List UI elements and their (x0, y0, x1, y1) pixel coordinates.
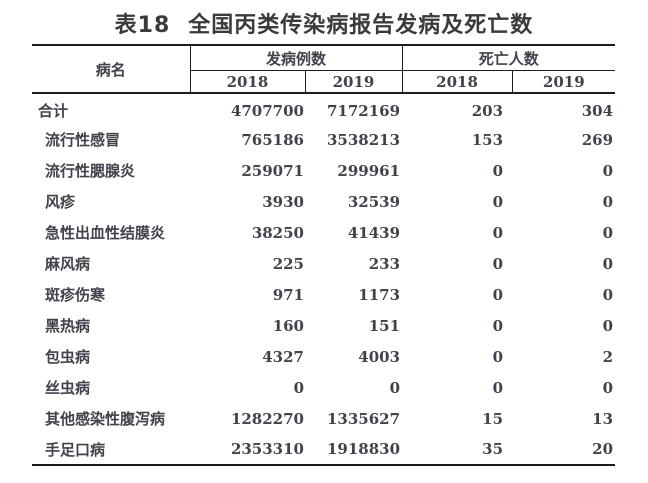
table-row: 合计 4707700 7172169 203 304 (32, 93, 615, 124)
value-cell: 269 (581, 130, 614, 149)
value-cell: 0 (492, 285, 504, 304)
value-cell: 35 (482, 440, 504, 458)
value-cell: 0 (492, 223, 504, 242)
value-cell: 0 (602, 378, 614, 397)
table-header: 病名 发病例数 死亡人数 2018 2019 2018 2019 (32, 45, 616, 93)
disease-name: 麻风病 (45, 255, 91, 273)
value-cell: 1918830 (326, 440, 401, 458)
value-cell: 233 (368, 254, 401, 273)
table-row: 斑疹伤寒 971 1173 0 0 (32, 279, 615, 310)
disease-stats-table: 病名 发病例数 死亡人数 2018 2019 2018 2019 合计 4707… (32, 44, 616, 466)
value-cell: 1282270 (230, 409, 304, 428)
header-year-row: 2018 2019 2018 2019 (32, 70, 615, 93)
disease-name: 包虫病 (45, 348, 91, 366)
table-row: 手足口病 2353310 1918830 35 20 (32, 434, 615, 465)
table-title: 表18 全国丙类传染病报告发病及死亡数 (0, 7, 648, 39)
disease-name: 丝虫病 (45, 379, 91, 397)
table-row: 其他感染性腹泻病 1282270 1335627 15 13 (32, 403, 615, 434)
value-cell: 225 (272, 254, 304, 273)
value-cell: 0 (389, 378, 401, 397)
value-cell: 160 (272, 316, 304, 335)
value-cell: 0 (492, 254, 504, 273)
value-cell: 153 (471, 130, 504, 149)
value-cell: 0 (492, 316, 504, 335)
header-disease-name: 病名 (32, 45, 191, 93)
header-group-row: 病名 发病例数 死亡人数 (32, 45, 616, 93)
value-cell: 0 (602, 285, 614, 304)
header-deaths-group: 死亡人数 (402, 45, 616, 71)
header-cases-group: 发病例数 (190, 45, 403, 71)
value-cell: 2 (602, 347, 614, 366)
header-year-deaths-2018: 2018 (402, 70, 513, 93)
disease-name: 黑热病 (45, 317, 91, 335)
header-year-cases-2018: 2018 (190, 70, 306, 93)
value-cell: 0 (492, 347, 504, 366)
value-cell: 0 (602, 223, 614, 242)
table-row: 丝虫病 0 0 0 0 (32, 372, 615, 403)
value-cell: 15 (482, 409, 504, 428)
value-cell: 151 (368, 316, 401, 335)
disease-name: 风疹 (45, 193, 76, 211)
table-row: 急性出血性结膜炎 38250 41439 0 0 (32, 217, 615, 248)
disease-name: 其他感染性腹泻病 (45, 410, 166, 428)
value-cell: 0 (602, 316, 614, 335)
value-cell: 7172169 (326, 101, 401, 120)
value-cell: 4003 (358, 347, 401, 366)
value-cell: 765186 (241, 130, 304, 149)
table-title-text: 全国丙类传染病报告发病及死亡数 (188, 13, 534, 38)
value-cell: 20 (592, 440, 614, 458)
value-cell: 32539 (347, 192, 401, 211)
value-cell: 1335627 (326, 409, 401, 428)
table-body: 合计 4707700 7172169 203 304 流行性感冒 765186 … (32, 93, 615, 465)
value-cell: 0 (492, 161, 504, 180)
value-cell: 299961 (337, 161, 401, 180)
value-cell: 13 (592, 409, 614, 428)
value-cell: 0 (602, 161, 614, 180)
value-cell: 971 (272, 285, 304, 304)
value-cell: 1173 (358, 285, 401, 304)
value-cell: 0 (492, 192, 504, 211)
disease-name: 流行性感冒 (45, 131, 121, 149)
value-cell: 0 (492, 378, 504, 397)
disease-name: 急性出血性结膜炎 (45, 224, 166, 242)
table-row: 风疹 3930 32539 0 0 (32, 186, 615, 217)
value-cell: 259071 (241, 161, 304, 180)
table-row: 流行性感冒 765186 3538213 153 269 (32, 124, 615, 155)
disease-name: 手足口病 (45, 440, 106, 459)
value-cell: 2353310 (230, 440, 304, 458)
value-cell: 3930 (262, 192, 304, 211)
value-cell: 4327 (262, 347, 304, 366)
value-cell: 203 (471, 101, 504, 120)
table-row: 麻风病 225 233 0 0 (32, 248, 615, 279)
value-cell: 3538213 (326, 130, 401, 149)
value-cell: 4707700 (230, 101, 304, 120)
table-row: 黑热病 160 151 0 0 (32, 310, 615, 341)
disease-name: 流行性腮腺炎 (45, 162, 136, 180)
value-cell: 38250 (251, 223, 304, 242)
table-row: 包虫病 4327 4003 0 2 (32, 341, 615, 372)
table-row: 流行性腮腺炎 259071 299961 0 0 (32, 155, 615, 186)
value-cell: 41439 (347, 223, 401, 242)
table-number: 表18 (114, 13, 171, 38)
value-cell: 0 (293, 378, 304, 397)
value-cell: 0 (602, 254, 614, 273)
header-year-deaths-2019: 2019 (542, 72, 585, 91)
header-year-cases-2019: 2019 (305, 70, 403, 93)
disease-name: 合计 (38, 102, 69, 120)
disease-name: 斑疹伤寒 (45, 286, 106, 304)
value-cell: 0 (602, 192, 614, 211)
value-cell: 304 (581, 101, 614, 120)
